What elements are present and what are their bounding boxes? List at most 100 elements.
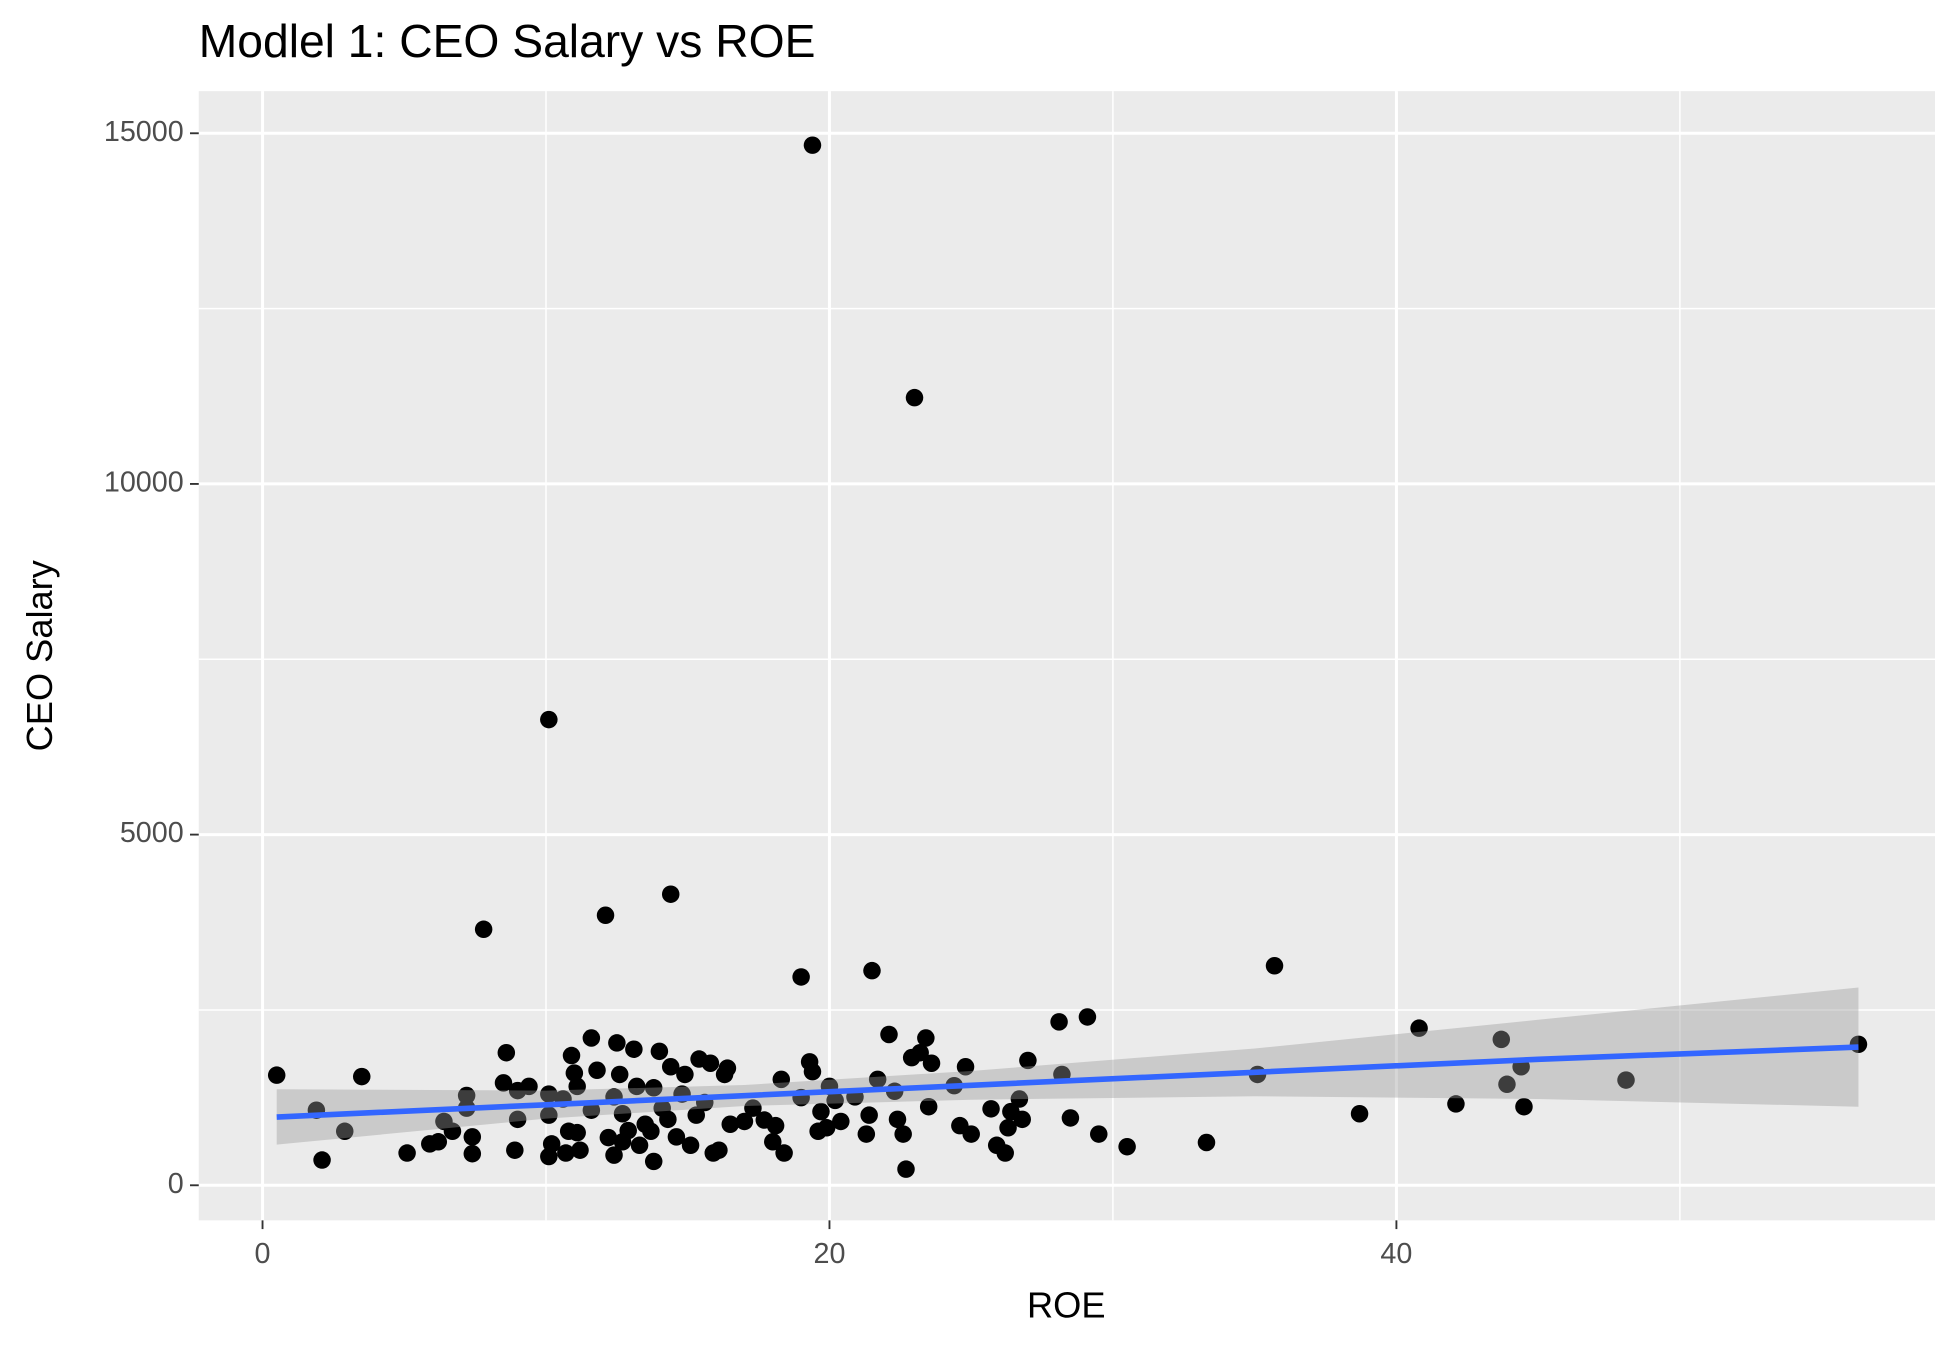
point	[630, 1136, 649, 1155]
point	[644, 1079, 663, 1097]
point	[565, 1064, 584, 1082]
point	[803, 1062, 822, 1081]
point	[812, 1102, 830, 1121]
y-tick-label: 5000	[120, 817, 184, 849]
point	[508, 1110, 527, 1129]
point	[764, 1133, 782, 1151]
point	[766, 1116, 785, 1135]
point	[568, 1077, 586, 1096]
point	[610, 1065, 629, 1084]
point	[1050, 1013, 1068, 1031]
point	[457, 1086, 476, 1105]
point	[860, 1106, 878, 1124]
point	[463, 1144, 482, 1163]
point	[571, 1141, 589, 1159]
point	[429, 1133, 448, 1151]
point	[520, 1077, 538, 1096]
point	[710, 1141, 728, 1159]
point	[557, 1144, 575, 1162]
point	[868, 1070, 887, 1089]
point	[832, 1112, 850, 1131]
point	[352, 1067, 371, 1086]
fit-line	[276, 1044, 1859, 1120]
point	[1118, 1137, 1136, 1156]
point	[888, 1110, 907, 1129]
point	[1350, 1104, 1369, 1123]
point	[568, 1123, 586, 1142]
point	[701, 1054, 720, 1072]
point	[540, 1085, 558, 1103]
point	[474, 920, 493, 939]
point	[1061, 1109, 1080, 1127]
point	[644, 1152, 663, 1171]
point	[608, 1034, 626, 1052]
point	[613, 1104, 632, 1123]
point	[659, 1110, 677, 1129]
point	[582, 1101, 601, 1119]
point	[817, 1119, 836, 1137]
point	[398, 1144, 416, 1162]
x-tick-label: 0	[255, 1238, 271, 1270]
plot-panel	[198, 91, 1935, 1221]
point	[687, 1106, 705, 1124]
point	[588, 1061, 606, 1080]
point	[676, 1065, 694, 1084]
x-tick-label: 20	[813, 1238, 845, 1270]
point	[661, 1058, 680, 1076]
point	[721, 1115, 740, 1134]
x-axis-title: ROE	[1027, 1284, 1106, 1325]
point	[880, 1025, 898, 1044]
point	[267, 1066, 286, 1084]
point	[605, 1146, 623, 1164]
y-tick-label: 0	[168, 1168, 184, 1200]
point	[792, 968, 810, 986]
point	[540, 1106, 558, 1124]
point	[863, 961, 881, 980]
point	[772, 1070, 791, 1089]
point	[661, 885, 680, 903]
point	[619, 1121, 637, 1140]
point	[650, 1042, 669, 1061]
point	[625, 1040, 643, 1058]
point	[996, 1144, 1014, 1162]
point	[999, 1119, 1017, 1137]
point	[982, 1100, 1000, 1118]
point	[803, 136, 822, 154]
point	[443, 1122, 462, 1141]
point	[1617, 1071, 1635, 1089]
point	[826, 1091, 844, 1110]
point	[857, 1125, 876, 1143]
y-tick-label: 15000	[104, 116, 184, 148]
y-tick-label: 10000	[104, 467, 184, 499]
point	[313, 1151, 331, 1169]
point	[1090, 1125, 1108, 1143]
point	[775, 1144, 793, 1162]
chart-title: Modlel 1: CEO Salary vs ROE	[199, 15, 816, 67]
point	[744, 1099, 762, 1117]
point	[497, 1043, 516, 1062]
point	[1492, 1030, 1511, 1049]
point	[1515, 1097, 1533, 1116]
point	[542, 1135, 561, 1153]
point	[1447, 1095, 1465, 1113]
point	[596, 906, 615, 925]
point	[463, 1128, 482, 1146]
point	[494, 1074, 513, 1092]
point	[1410, 1019, 1428, 1037]
point	[642, 1122, 660, 1141]
point	[735, 1112, 754, 1131]
x-tick-label: 40	[1380, 1238, 1412, 1270]
confidence-band	[276, 987, 1859, 1145]
point	[1010, 1090, 1029, 1108]
point	[897, 1160, 915, 1178]
point	[335, 1122, 354, 1141]
point	[718, 1059, 737, 1077]
point	[1498, 1075, 1516, 1094]
point	[956, 1058, 975, 1076]
point	[962, 1125, 980, 1143]
point	[922, 1054, 941, 1072]
point	[540, 710, 558, 729]
point	[1013, 1110, 1031, 1129]
